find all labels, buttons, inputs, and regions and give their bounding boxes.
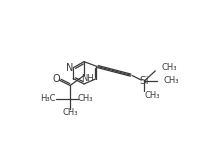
Text: CH₃: CH₃ xyxy=(161,62,176,71)
Text: N: N xyxy=(65,63,73,73)
Text: CH₃: CH₃ xyxy=(77,94,93,103)
Text: NH: NH xyxy=(81,74,94,83)
Text: Si: Si xyxy=(139,76,149,86)
Text: CH₃: CH₃ xyxy=(144,91,159,100)
Text: CH₃: CH₃ xyxy=(162,76,178,85)
Text: O: O xyxy=(52,74,60,84)
Text: H₃C: H₃C xyxy=(40,94,56,103)
Text: CH₃: CH₃ xyxy=(62,108,77,117)
